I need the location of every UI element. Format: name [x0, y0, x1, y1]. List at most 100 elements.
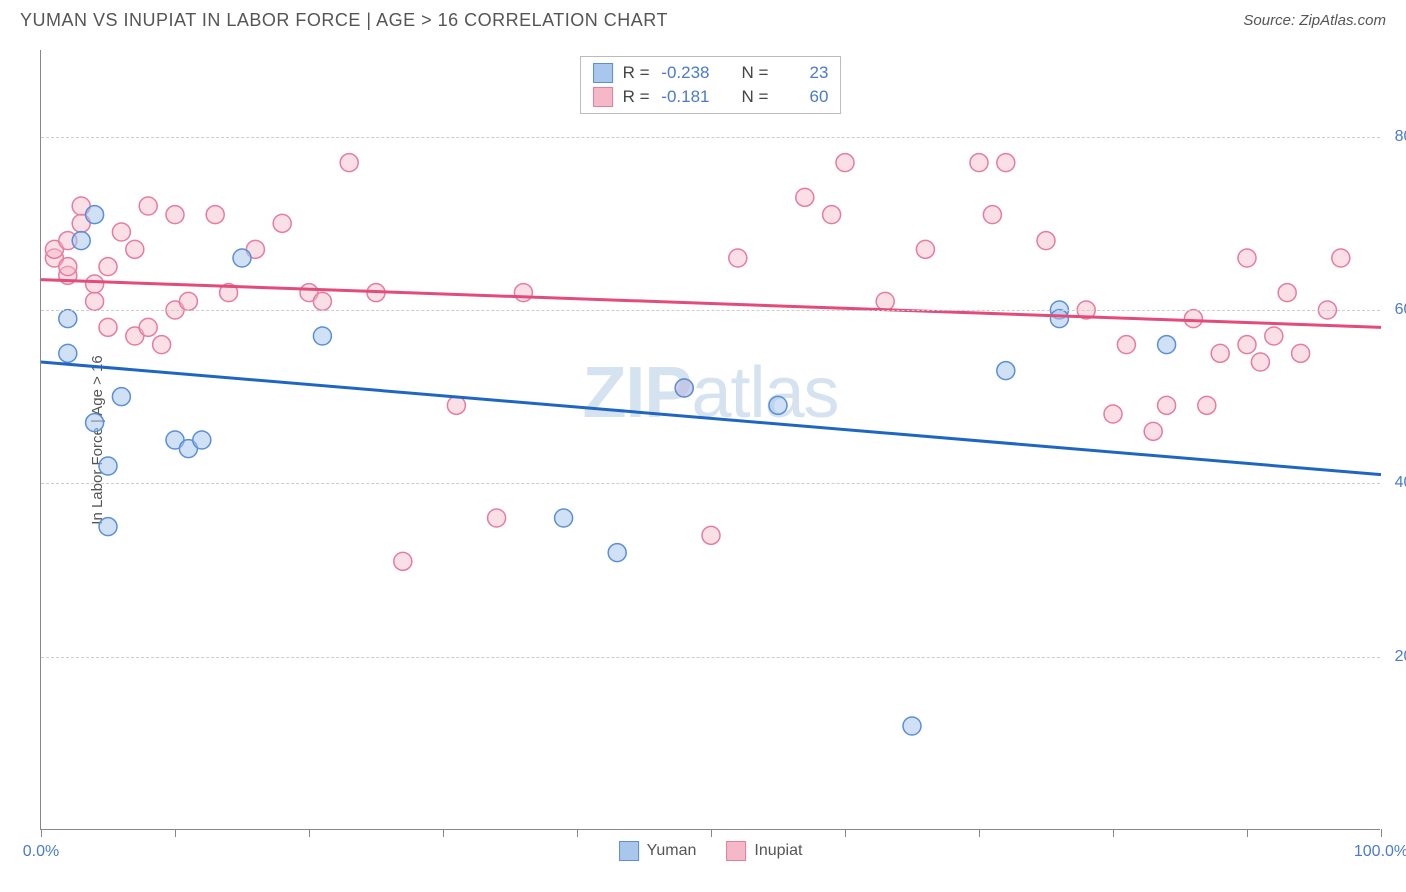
scatter-point-inupiat	[488, 509, 506, 527]
scatter-point-inupiat	[876, 292, 894, 310]
scatter-point-inupiat	[59, 258, 77, 276]
y-tick-label: 20.0%	[1385, 648, 1406, 666]
scatter-point-inupiat	[112, 223, 130, 241]
inupiat-r-value: -0.181	[660, 87, 710, 107]
scatter-point-yuman	[86, 414, 104, 432]
scatter-point-inupiat	[1144, 422, 1162, 440]
chart-title: YUMAN VS INUPIAT IN LABOR FORCE | AGE > …	[20, 10, 668, 31]
regression-line-yuman	[41, 362, 1381, 475]
gridline	[41, 310, 1380, 311]
swatch-yuman	[593, 63, 613, 83]
scatter-point-inupiat	[916, 240, 934, 258]
correlation-legend: R = -0.238 N = 23 R = -0.181 N = 60	[580, 56, 842, 114]
regression-line-inupiat	[41, 280, 1381, 328]
scatter-point-inupiat	[206, 206, 224, 224]
series-name-yuman: Yuman	[647, 842, 697, 860]
scatter-point-yuman	[59, 310, 77, 328]
x-tick	[175, 829, 176, 837]
scatter-point-inupiat	[1117, 336, 1135, 354]
scatter-point-inupiat	[970, 154, 988, 172]
source-name: ZipAtlas.com	[1299, 12, 1386, 29]
scatter-point-inupiat	[983, 206, 1001, 224]
scatter-point-yuman	[193, 431, 211, 449]
x-tick	[711, 829, 712, 837]
inupiat-n-value: 60	[778, 87, 828, 107]
scatter-point-yuman	[112, 388, 130, 406]
scatter-point-inupiat	[99, 258, 117, 276]
scatter-point-inupiat	[514, 284, 532, 302]
scatter-point-yuman	[1050, 310, 1068, 328]
scatter-point-inupiat	[823, 206, 841, 224]
r-label: R =	[623, 87, 650, 107]
x-tick	[1247, 829, 1248, 837]
scatter-point-inupiat	[166, 206, 184, 224]
scatter-point-inupiat	[273, 214, 291, 232]
scatter-point-yuman	[555, 509, 573, 527]
scatter-point-inupiat	[99, 318, 117, 336]
scatter-point-inupiat	[1104, 405, 1122, 423]
series-legend: Yuman Inupiat	[619, 841, 803, 861]
scatter-point-inupiat	[1238, 249, 1256, 267]
n-label: N =	[742, 63, 769, 83]
x-tick	[443, 829, 444, 837]
scatter-point-inupiat	[1292, 344, 1310, 362]
x-tick	[845, 829, 846, 837]
x-tick	[41, 829, 42, 837]
y-tick-label: 80.0%	[1385, 128, 1406, 146]
legend-item-yuman: Yuman	[619, 841, 697, 861]
scatter-point-inupiat	[1251, 353, 1269, 371]
gridline	[41, 657, 1380, 658]
scatter-point-inupiat	[1158, 396, 1176, 414]
scatter-point-inupiat	[1198, 396, 1216, 414]
chart-plot-area: In Labor Force | Age > 16 ZIPatlas R = -…	[40, 50, 1380, 830]
chart-header: YUMAN VS INUPIAT IN LABOR FORCE | AGE > …	[0, 0, 1406, 39]
scatter-point-yuman	[903, 717, 921, 735]
scatter-point-inupiat	[796, 188, 814, 206]
scatter-point-inupiat	[394, 552, 412, 570]
scatter-point-inupiat	[86, 275, 104, 293]
scatter-point-inupiat	[1238, 336, 1256, 354]
x-tick-label: 100.0%	[1354, 843, 1406, 861]
scatter-point-inupiat	[729, 249, 747, 267]
swatch-yuman	[619, 841, 639, 861]
y-tick-label: 60.0%	[1385, 301, 1406, 319]
scatter-point-inupiat	[340, 154, 358, 172]
scatter-point-yuman	[99, 457, 117, 475]
scatter-point-yuman	[997, 362, 1015, 380]
scatter-point-inupiat	[997, 154, 1015, 172]
scatter-point-inupiat	[126, 240, 144, 258]
scatter-point-inupiat	[702, 526, 720, 544]
yuman-r-value: -0.238	[660, 63, 710, 83]
scatter-point-inupiat	[1211, 344, 1229, 362]
scatter-svg	[41, 50, 1380, 829]
x-tick	[309, 829, 310, 837]
scatter-point-yuman	[99, 518, 117, 536]
swatch-inupiat	[726, 841, 746, 861]
legend-row-inupiat: R = -0.181 N = 60	[593, 85, 829, 109]
x-tick	[1381, 829, 1382, 837]
gridline	[41, 483, 1380, 484]
gridline	[41, 137, 1380, 138]
scatter-point-inupiat	[86, 292, 104, 310]
scatter-point-inupiat	[1037, 232, 1055, 250]
legend-row-yuman: R = -0.238 N = 23	[593, 61, 829, 85]
scatter-point-inupiat	[313, 292, 331, 310]
scatter-point-yuman	[86, 206, 104, 224]
scatter-point-yuman	[769, 396, 787, 414]
n-label: N =	[742, 87, 769, 107]
scatter-point-inupiat	[1184, 310, 1202, 328]
scatter-point-yuman	[675, 379, 693, 397]
scatter-point-inupiat	[153, 336, 171, 354]
x-tick-label: 0.0%	[23, 843, 59, 861]
scatter-point-inupiat	[836, 154, 854, 172]
legend-item-inupiat: Inupiat	[726, 841, 802, 861]
x-tick	[577, 829, 578, 837]
source-credit: Source: ZipAtlas.com	[1243, 12, 1386, 29]
y-tick-label: 40.0%	[1385, 474, 1406, 492]
scatter-point-inupiat	[1265, 327, 1283, 345]
scatter-point-yuman	[1158, 336, 1176, 354]
yuman-n-value: 23	[778, 63, 828, 83]
scatter-point-inupiat	[139, 318, 157, 336]
scatter-point-yuman	[608, 544, 626, 562]
x-tick	[979, 829, 980, 837]
